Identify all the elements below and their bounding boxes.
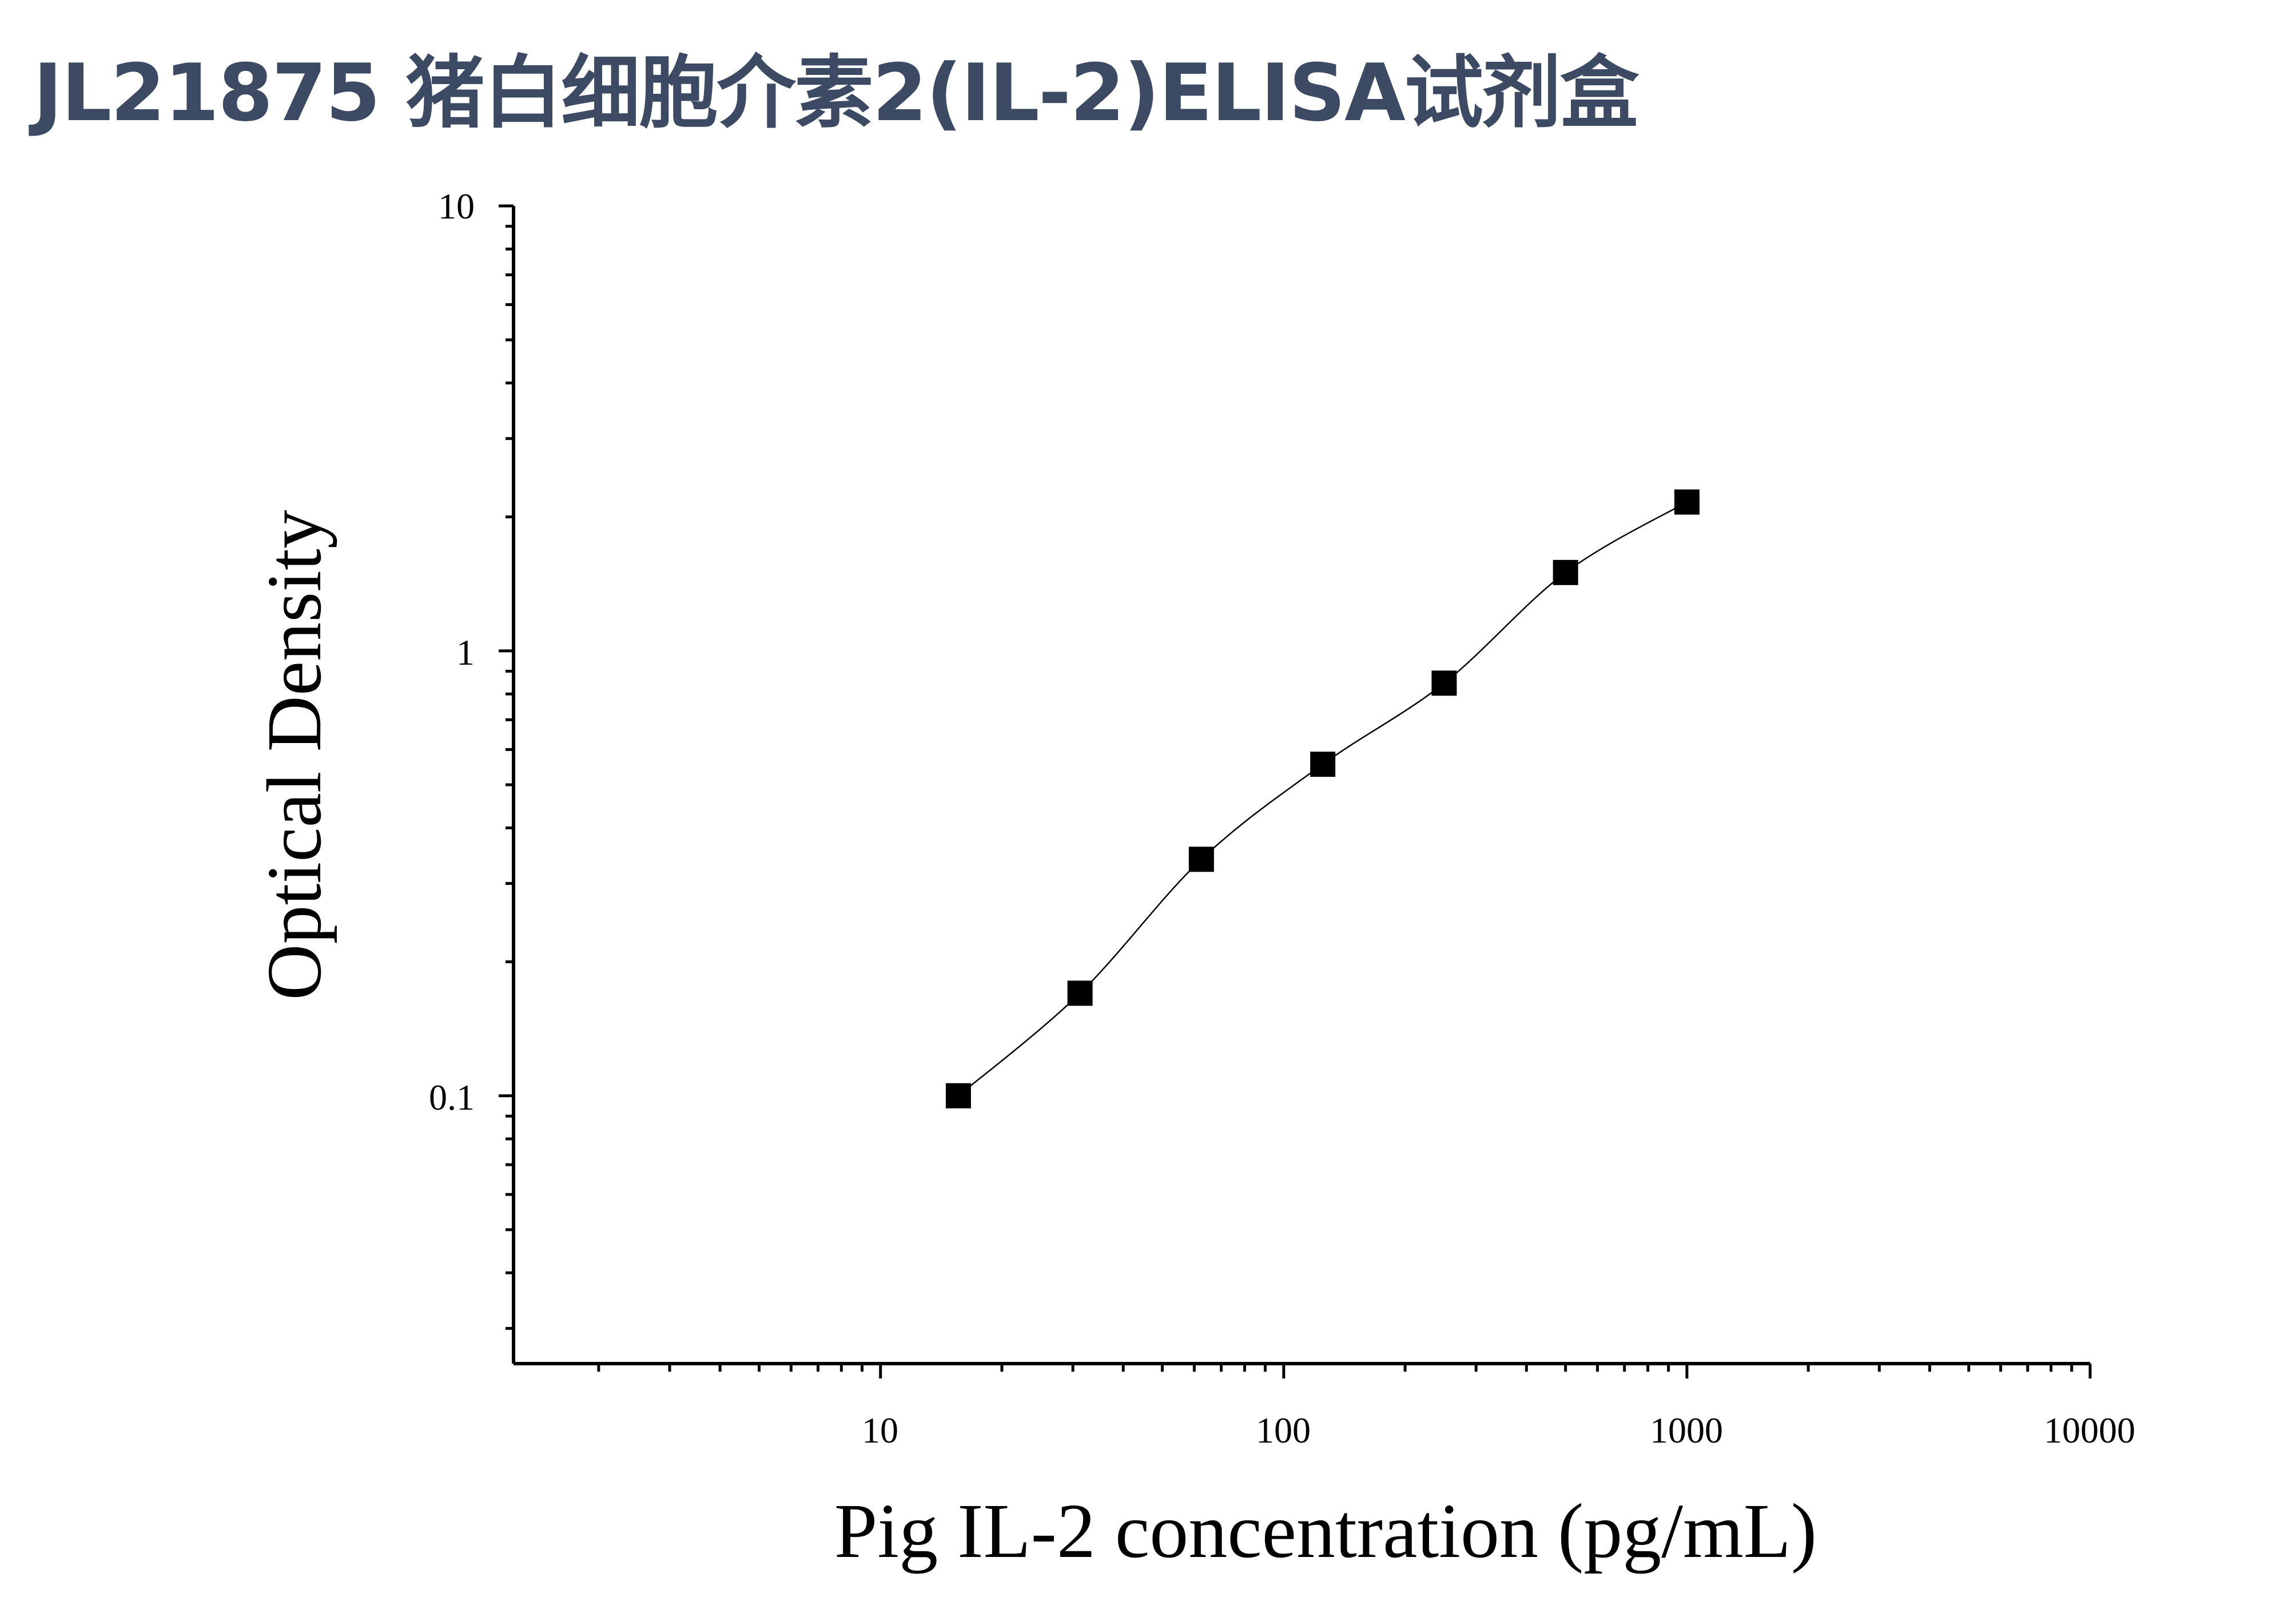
data-points <box>945 489 1700 1109</box>
x-axis-title: Pig IL-2 concentration (pg/mL) <box>834 1488 1817 1574</box>
y-axis-title: Optical Density <box>252 510 337 1000</box>
y-tick-label: 0.1 <box>429 1077 475 1118</box>
x-tick-label: 1000 <box>1650 1410 1723 1451</box>
data-point <box>1674 489 1700 515</box>
data-point <box>1310 752 1336 777</box>
data-point <box>1553 559 1578 585</box>
data-point <box>1188 847 1214 872</box>
ticks <box>499 204 2092 1378</box>
y-tick-label: 10 <box>438 186 475 227</box>
fit-curve <box>958 501 1688 1097</box>
data-point <box>945 1083 971 1109</box>
x-tick-label: 10000 <box>2044 1410 2135 1451</box>
y-tick-label: 1 <box>456 632 475 673</box>
tick-labels: 10 100 1000 10000 0.1 1 10 <box>429 186 2135 1451</box>
chart-title: JL21875 猪白细胞介素2(IL-2)ELISA试剂盒 <box>33 47 1639 139</box>
x-tick-label: 10 <box>862 1410 898 1451</box>
x-tick-label: 100 <box>1256 1410 1311 1451</box>
data-point <box>1067 980 1093 1006</box>
data-point <box>1431 670 1457 696</box>
axes <box>512 206 2090 1365</box>
